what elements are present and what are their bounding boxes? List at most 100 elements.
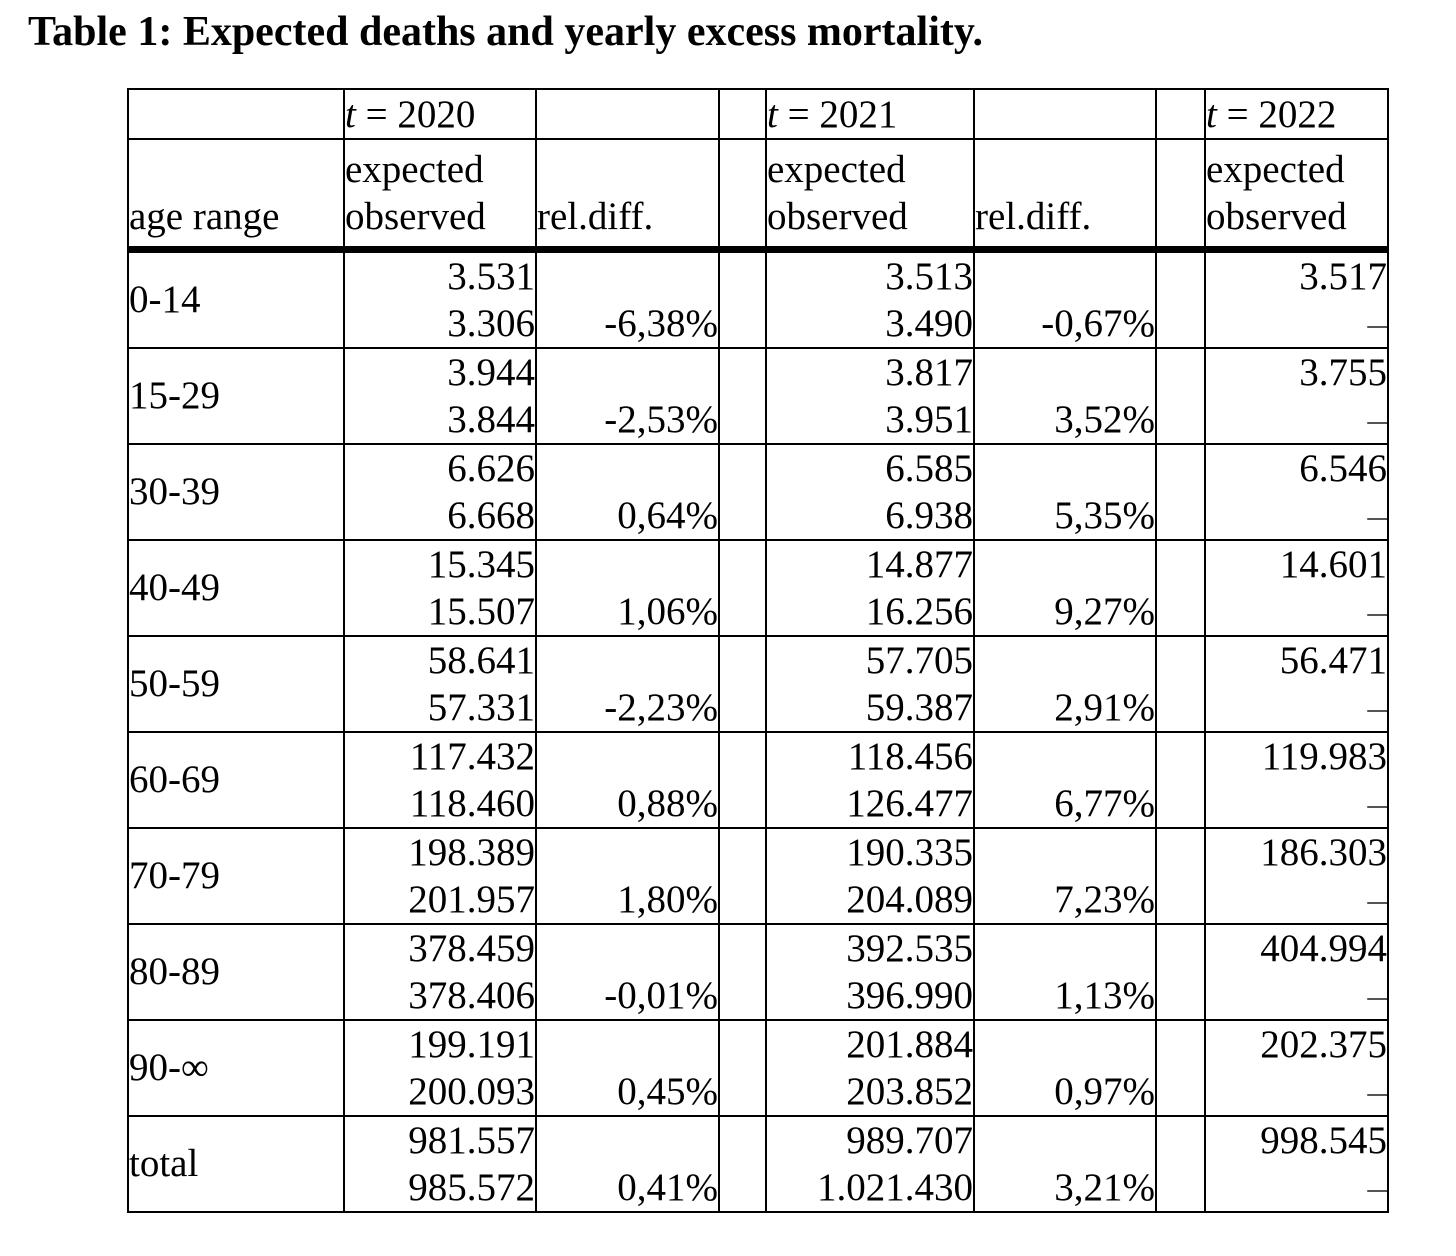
table-row: 0-14 3.531 3.306 -6,38% 3.513 3.490 -0,67% 3.51… xyxy=(127,248,1389,349)
spacer-cell xyxy=(1155,634,1206,733)
expected-value: 6.626 xyxy=(447,446,535,490)
expected-header-label: expected xyxy=(1206,147,1345,191)
age-range-cell: 15-29 xyxy=(127,346,345,445)
rel-diff-header-label: rel.diff. xyxy=(975,194,1092,238)
empty-line xyxy=(538,734,717,780)
age-range-value: 40-49 xyxy=(129,566,220,609)
age-range-cell: 40-49 xyxy=(127,538,345,637)
expected-value: 6.546 xyxy=(1299,446,1387,490)
empty-line xyxy=(976,830,1154,876)
spacer-cell xyxy=(1155,1114,1206,1213)
expected-observed-cell-2020: 3.531 3.306 xyxy=(343,248,537,349)
expected-value: 57.705 xyxy=(865,638,973,682)
t-symbol: t xyxy=(767,92,778,136)
age-range-cell: 70-79 xyxy=(127,826,345,925)
expected-observed-cell-2021: 118.456 126.477 xyxy=(765,730,975,829)
rel-diff-cell-2021: 0,97% xyxy=(973,1018,1157,1117)
age-range-header-label: age range xyxy=(129,194,280,238)
expected-observed-cell-2020: 198.389 201.957 xyxy=(343,826,537,925)
rel-diff-value: 0,41% xyxy=(617,1165,718,1209)
spacer-cell xyxy=(718,730,767,829)
expected-value: 392.535 xyxy=(846,926,973,970)
expected-observed-cell-2020: 15.345 15.507 xyxy=(343,538,537,637)
age-range-value: 60-69 xyxy=(129,758,220,801)
no-data-dash: – xyxy=(1367,397,1387,441)
expected-value: 989.707 xyxy=(846,1118,973,1162)
rel-diff-cell-2020: -2,23% xyxy=(535,634,720,733)
age-range-cell: 50-59 xyxy=(127,634,345,733)
rel-diff-value: 0,64% xyxy=(617,493,718,537)
age-range-value: 50-59 xyxy=(129,662,220,705)
expected-observed-cell-2021: 190.335 204.089 xyxy=(765,826,975,925)
no-data-dash: – xyxy=(1367,781,1387,825)
expected-observed-cell-2020: 199.191 200.093 xyxy=(343,1018,537,1117)
rel-diff-cell-2020: 0,64% xyxy=(535,442,720,541)
rel-diff-value: 7,23% xyxy=(1054,877,1155,921)
empty-line xyxy=(976,638,1154,684)
rel-diff-cell-2020: 0,45% xyxy=(535,1018,720,1117)
year-header-2020: t = 2020 xyxy=(343,88,537,140)
rel-diff-value: -0,01% xyxy=(604,973,718,1017)
spacer-cell xyxy=(718,1114,767,1213)
spacer-cell xyxy=(1155,248,1206,349)
expected-observed-cell-2020: 378.459 378.406 xyxy=(343,922,537,1021)
spacer-cell xyxy=(1155,538,1206,637)
expected-value: 117.432 xyxy=(409,734,535,778)
expected-value: 998.545 xyxy=(1260,1118,1387,1162)
no-data-dash: – xyxy=(1367,973,1387,1017)
rel-diff-header-label: rel.diff. xyxy=(537,194,654,238)
expected-value: 58.641 xyxy=(427,638,535,682)
age-range-cell: 0-14 xyxy=(127,248,345,349)
empty-line xyxy=(538,542,717,588)
observed-header-label: observed xyxy=(1206,194,1347,238)
no-data-dash: – xyxy=(1367,685,1387,729)
no-data-dash: – xyxy=(1367,493,1387,537)
year-value: = 2021 xyxy=(787,92,898,136)
table-row: 40-49 15.345 15.507 1,06% 14.877 16.256 9,27% 1… xyxy=(127,538,1389,637)
expected-observed-cell-2022: 119.983– xyxy=(1204,730,1389,829)
rel-diff-value: 0,97% xyxy=(1054,1069,1155,1113)
rel-diff-value: 9,27% xyxy=(1054,589,1155,633)
spacer-cell xyxy=(718,634,767,733)
mortality-table: t = 2020 t = 2021 t = 2022 age range exp… xyxy=(127,88,1389,1213)
expected-observed-cell-2021: 6.585 6.938 xyxy=(765,442,975,541)
age-range-value: 15-29 xyxy=(129,374,220,417)
spacer-cell xyxy=(1155,1018,1206,1117)
no-data-dash: – xyxy=(1367,1165,1387,1209)
observed-value: 396.990 xyxy=(846,973,973,1017)
spacer-cell xyxy=(1155,346,1206,445)
expected-value: 6.585 xyxy=(885,446,973,490)
expected-observed-cell-2020: 3.944 3.844 xyxy=(343,346,537,445)
rel-diff-value: -0,67% xyxy=(1041,301,1155,345)
empty-line xyxy=(538,830,717,876)
expected-value: 3.944 xyxy=(447,350,535,394)
expected-observed-cell-2022: 14.601– xyxy=(1204,538,1389,637)
rel-diff-value: 1,06% xyxy=(617,589,718,633)
spacer-cell xyxy=(718,346,767,445)
rel-diff-value: 3,21% xyxy=(1054,1165,1155,1209)
age-range-cell: 90-∞ xyxy=(127,1018,345,1117)
empty-line xyxy=(538,446,717,492)
expected-observed-header-2022: expected observed xyxy=(1204,138,1389,253)
rel-diff-cell-2020: 0,88% xyxy=(535,730,720,829)
empty-line xyxy=(976,1118,1154,1164)
empty-line xyxy=(538,638,717,684)
expected-header-label: expected xyxy=(767,147,906,191)
age-range-value: 0-14 xyxy=(129,278,201,321)
spacer-cell xyxy=(718,538,767,637)
observed-value: 16.256 xyxy=(865,589,973,633)
observed-value: 6.938 xyxy=(885,493,973,537)
expected-value: 202.375 xyxy=(1260,1022,1387,1066)
rel-diff-header-2020: rel.diff. xyxy=(535,138,720,253)
rel-diff-value: 5,35% xyxy=(1054,493,1155,537)
rel-diff-value: 2,91% xyxy=(1054,685,1155,729)
observed-value: 204.089 xyxy=(846,877,973,921)
no-data-dash: – xyxy=(1367,589,1387,633)
observed-value: 201.957 xyxy=(408,877,535,921)
spacer-cell xyxy=(718,88,767,140)
expected-header-label: expected xyxy=(345,147,484,191)
spacer-cell xyxy=(1155,826,1206,925)
expected-observed-cell-2022: 56.471– xyxy=(1204,634,1389,733)
expected-observed-cell-2022: 404.994– xyxy=(1204,922,1389,1021)
spacer-cell xyxy=(1155,88,1206,140)
